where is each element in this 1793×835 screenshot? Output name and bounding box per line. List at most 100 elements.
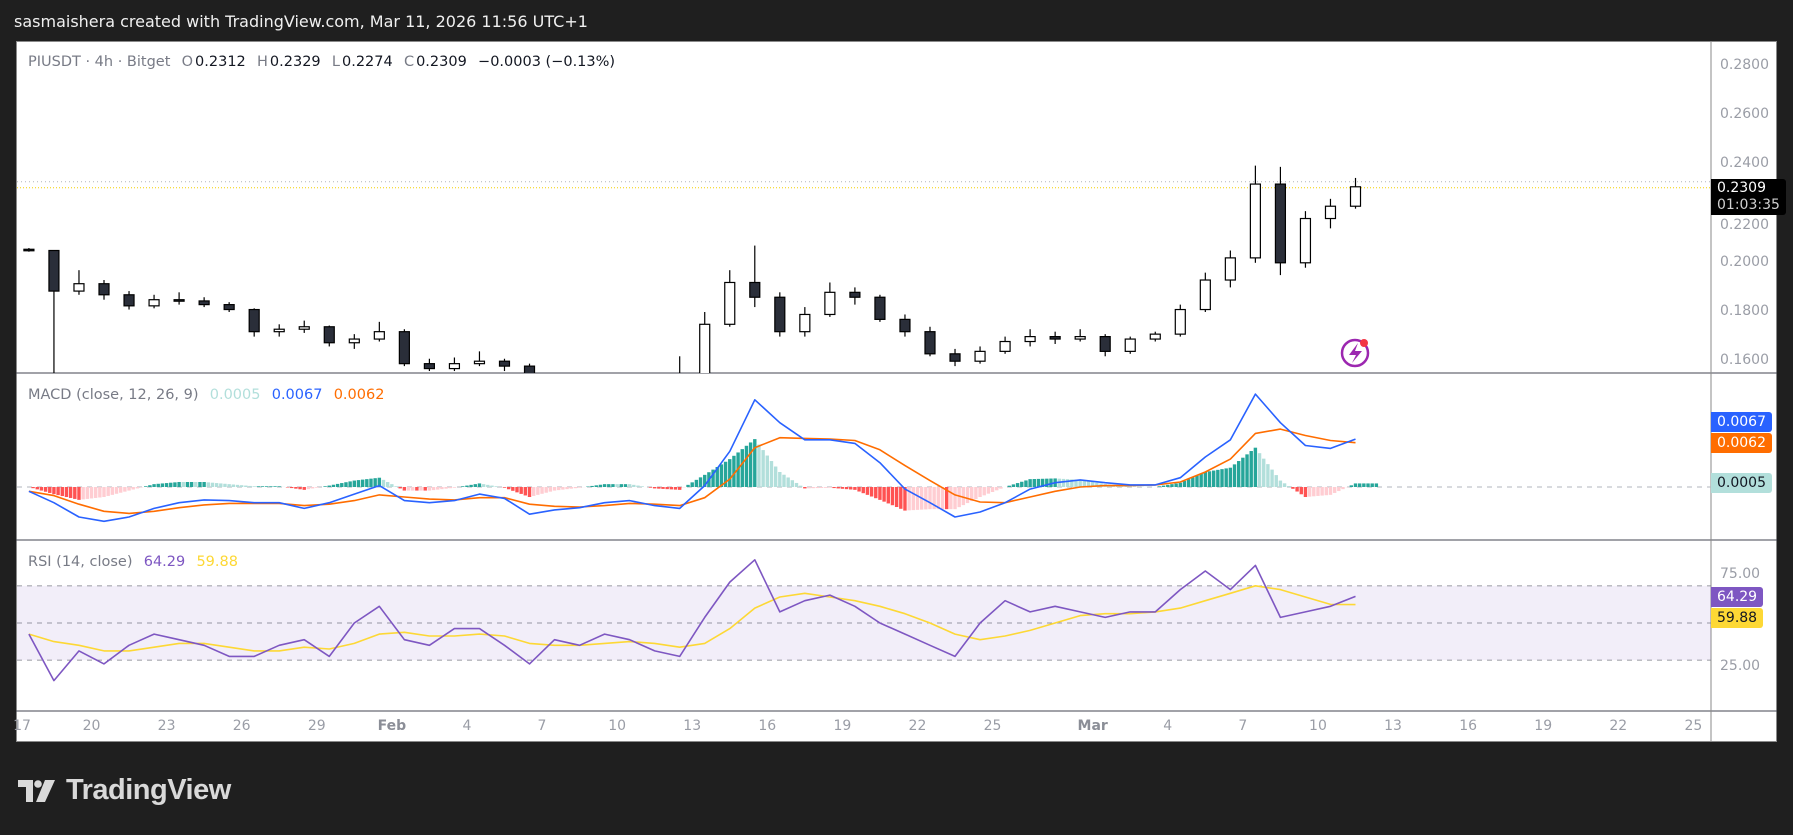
candle[interactable]: [348, 334, 360, 349]
macd-histogram-bar: [648, 487, 653, 488]
candle[interactable]: [273, 324, 285, 337]
candle[interactable]: [523, 363, 536, 391]
candle[interactable]: [398, 329, 410, 367]
candle[interactable]: [650, 388, 660, 400]
candle[interactable]: [874, 294, 886, 322]
candle[interactable]: [1224, 250, 1236, 288]
candle[interactable]: [600, 383, 610, 395]
lightning-alert-icon[interactable]: [1340, 338, 1370, 368]
candle[interactable]: [575, 386, 585, 398]
candle[interactable]: [824, 282, 836, 317]
bar-countdown: 01:03:35: [1717, 197, 1780, 213]
time-tick: 16: [1459, 718, 1478, 734]
rsi-badge: 64.29: [1711, 587, 1764, 607]
candle[interactable]: [73, 270, 85, 295]
candle[interactable]: [1349, 177, 1362, 209]
change-value: −0.0003 (−0.13%): [478, 54, 616, 70]
symbol-legend: PIUSDT · 4h · Bitget O 0.2312 H 0.2329 L 0.…: [28, 54, 617, 70]
candle[interactable]: [148, 294, 160, 309]
candle-body: [899, 318, 911, 333]
macd-histogram-bar: [340, 483, 344, 487]
macd-histogram-bar: [953, 487, 957, 510]
macd-histogram-bar: [836, 487, 840, 489]
macd-histogram-bar: [160, 483, 165, 487]
candle[interactable]: [1049, 331, 1061, 344]
candle[interactable]: [774, 292, 786, 337]
candle[interactable]: [298, 320, 310, 333]
macd-histogram-bar: [1282, 483, 1287, 487]
chart-panel[interactable]: [16, 41, 1777, 742]
symbol-info[interactable]: PIUSDT · 4h · Bitget: [28, 54, 171, 70]
macd-histogram-bar: [657, 487, 661, 489]
candle[interactable]: [1024, 329, 1036, 347]
candle[interactable]: [1274, 166, 1287, 276]
macd-histogram-bar: [1191, 477, 1195, 487]
candle[interactable]: [1299, 211, 1312, 268]
macd-histogram-bar: [632, 484, 636, 487]
candle[interactable]: [924, 326, 936, 357]
macd-histogram-bar: [849, 487, 853, 490]
macd-histogram-bar: [711, 469, 715, 487]
candle[interactable]: [1124, 336, 1136, 354]
macd-title[interactable]: MACD (close, 12, 26, 9): [28, 387, 199, 403]
candle[interactable]: [949, 348, 961, 367]
candle[interactable]: [1199, 272, 1211, 312]
candle-body: [498, 360, 511, 367]
candle[interactable]: [974, 346, 986, 364]
macd-histogram-bar: [68, 487, 73, 498]
tradingview-logo[interactable]: TradingView: [18, 774, 231, 807]
macd-histogram-bar: [757, 444, 761, 487]
macd-histogram-bar: [940, 487, 945, 510]
candle[interactable]: [675, 356, 685, 398]
candle[interactable]: [1149, 331, 1161, 342]
candle-body: [73, 283, 85, 292]
candle[interactable]: [999, 336, 1011, 354]
macd-histogram-bar: [1262, 458, 1266, 487]
macd-histogram-bar: [719, 464, 724, 487]
macd-histogram-bar: [269, 486, 273, 487]
candle[interactable]: [1099, 334, 1111, 357]
rsi-pane[interactable]: [17, 558, 1711, 682]
candle[interactable]: [48, 249, 60, 386]
candle-body: [600, 388, 610, 393]
macd-histogram-bar: [1257, 453, 1262, 487]
candle[interactable]: [699, 312, 711, 388]
candle-body: [123, 294, 135, 307]
candle[interactable]: [248, 308, 260, 337]
candle[interactable]: [1174, 304, 1186, 337]
candle[interactable]: [1324, 198, 1337, 229]
rsi-tick: 75.00: [1720, 566, 1761, 582]
candle[interactable]: [123, 291, 135, 310]
candle[interactable]: [223, 302, 235, 312]
macd-histogram-bar: [194, 481, 198, 487]
candle[interactable]: [23, 248, 35, 252]
candle[interactable]: [498, 358, 511, 372]
macd-pane[interactable]: [17, 393, 1711, 523]
candle[interactable]: [724, 270, 736, 327]
candle[interactable]: [473, 351, 486, 367]
macd-histogram-bar: [619, 484, 623, 487]
candle[interactable]: [448, 357, 461, 372]
macd-histogram-bar: [640, 486, 644, 487]
candle[interactable]: [323, 325, 335, 347]
candle-body: [1274, 183, 1287, 264]
candle[interactable]: [849, 287, 861, 305]
candle[interactable]: [799, 307, 811, 337]
candle[interactable]: [550, 381, 560, 396]
signal-badge: 0.0062: [1711, 433, 1772, 453]
candle[interactable]: [423, 358, 435, 372]
macd-histogram-bar: [728, 459, 732, 487]
candle[interactable]: [625, 386, 635, 396]
rsi-title[interactable]: RSI (14, close): [28, 554, 133, 570]
candle[interactable]: [899, 314, 911, 337]
candle[interactable]: [198, 297, 210, 308]
candle[interactable]: [1074, 329, 1086, 342]
candle[interactable]: [98, 280, 110, 300]
candle[interactable]: [749, 245, 761, 308]
price-pane[interactable]: [17, 165, 1711, 401]
candle[interactable]: [173, 292, 185, 305]
candle-body: [1149, 333, 1161, 340]
candle[interactable]: [373, 321, 385, 342]
candle[interactable]: [1249, 165, 1261, 263]
